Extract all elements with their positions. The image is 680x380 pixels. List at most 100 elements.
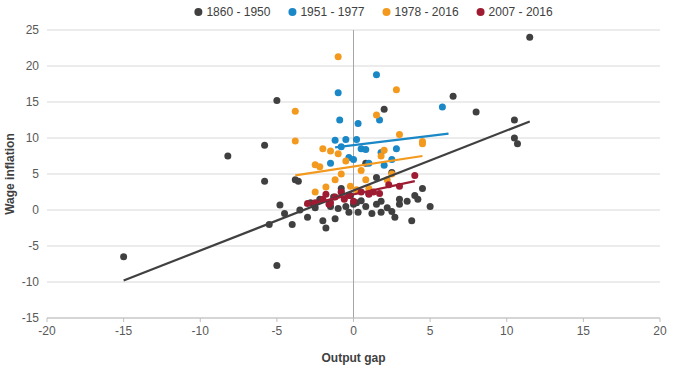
point — [526, 34, 533, 41]
point — [368, 210, 375, 217]
x-tick — [506, 318, 507, 322]
point — [419, 185, 426, 192]
point — [362, 203, 369, 210]
point — [350, 156, 357, 163]
point — [373, 111, 380, 118]
point — [381, 106, 388, 113]
x-tick — [123, 318, 124, 322]
point — [332, 215, 339, 222]
point — [391, 214, 398, 221]
x-tick-label: 15 — [577, 324, 591, 338]
point — [347, 183, 354, 190]
y-tick-label: 25 — [26, 23, 40, 37]
point — [335, 89, 342, 96]
point — [362, 146, 369, 153]
x-tick-label: 20 — [653, 324, 667, 338]
point — [322, 183, 329, 190]
point — [295, 178, 302, 185]
point — [345, 209, 352, 216]
point — [408, 217, 415, 224]
point — [396, 201, 403, 208]
point — [342, 136, 349, 143]
point — [327, 160, 334, 167]
point — [381, 147, 388, 154]
point — [273, 262, 280, 269]
trend-line — [295, 156, 422, 175]
grid — [47, 30, 660, 318]
x-tick — [47, 318, 48, 322]
point — [273, 97, 280, 104]
legend-marker — [194, 8, 202, 16]
point — [289, 221, 296, 228]
x-tick-label: -5 — [272, 324, 283, 338]
x-tick-label: 0 — [350, 324, 357, 338]
y-tick-label: -5 — [28, 239, 39, 253]
y-tick-label: 0 — [32, 203, 39, 217]
legend-marker — [383, 8, 391, 16]
point — [404, 198, 411, 205]
legend-label: 2007 - 2016 — [489, 5, 553, 19]
trend-line — [335, 134, 448, 148]
point — [376, 190, 383, 197]
trend-line — [124, 121, 530, 280]
series-points — [304, 172, 418, 208]
point — [358, 197, 365, 204]
point — [316, 163, 323, 170]
point — [378, 198, 385, 205]
point — [350, 198, 357, 205]
x-tick — [200, 318, 201, 322]
x-tick-label: -10 — [192, 324, 210, 338]
y-tick-label: 10 — [26, 131, 40, 145]
point — [450, 93, 457, 100]
y-tick-label: -10 — [22, 275, 40, 289]
x-tick — [430, 318, 431, 322]
marks — [120, 34, 533, 281]
point — [327, 147, 334, 154]
point — [332, 137, 339, 144]
legend-label: 1978 - 2016 — [395, 5, 459, 19]
x-tick — [276, 318, 277, 322]
point — [335, 53, 342, 60]
point — [358, 167, 365, 174]
point — [427, 203, 434, 210]
legend-label: 1951 - 1977 — [300, 5, 364, 19]
point — [332, 176, 339, 183]
point — [473, 109, 480, 116]
point — [355, 209, 362, 216]
point — [353, 136, 360, 143]
x-tick — [660, 318, 661, 322]
point — [439, 104, 446, 111]
legend-label: 1860 - 1950 — [206, 5, 270, 19]
point — [224, 153, 231, 160]
point — [319, 217, 326, 224]
point — [322, 191, 329, 198]
point — [304, 214, 311, 221]
point — [355, 120, 362, 127]
x-tick — [353, 318, 354, 322]
x-tick — [583, 318, 584, 322]
legend: 1860 - 1950 1951 - 1977 1978 - 2016 2007 - … — [194, 5, 553, 19]
y-tick-label: 15 — [26, 95, 40, 109]
x-tick-label: -20 — [38, 324, 56, 338]
point — [335, 205, 342, 212]
point — [276, 201, 283, 208]
point — [373, 71, 380, 78]
point — [511, 117, 518, 124]
point — [393, 86, 400, 93]
point — [396, 131, 403, 138]
x-tick-label: 5 — [427, 324, 434, 338]
point — [414, 196, 421, 203]
point — [335, 150, 342, 157]
x-tick-label: 10 — [500, 324, 514, 338]
y-tick-label: 5 — [32, 167, 39, 181]
grid-line — [47, 318, 660, 319]
y-tick-label: -15 — [22, 311, 40, 325]
legend-marker — [288, 8, 296, 16]
trend-line — [304, 181, 414, 205]
point — [342, 158, 349, 165]
x-axis-title: Output gap — [322, 351, 386, 365]
y-axis-title: Wage inflation — [3, 133, 17, 215]
zero-axis — [353, 30, 354, 318]
point — [322, 225, 329, 232]
legend-marker — [477, 8, 485, 16]
